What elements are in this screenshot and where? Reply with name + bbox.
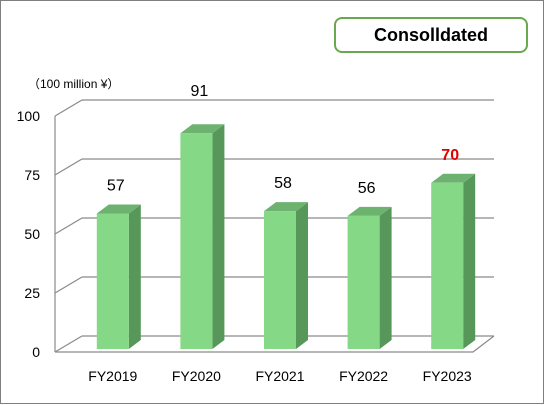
bar-top: [264, 202, 308, 212]
bar-side: [296, 202, 308, 349]
bar-side: [128, 204, 141, 349]
y-tick-label: 75: [24, 167, 40, 183]
y-tick-label: 100: [17, 108, 41, 124]
bar-side: [379, 206, 392, 349]
data-labels: 57 91 58 56 70: [107, 83, 459, 197]
bar-front: [96, 213, 129, 349]
unit-label: （100 million ¥）: [28, 77, 119, 91]
gridline-depth-50: [54, 217, 83, 235]
y-axis-ticks: 0 25 50 75 100: [17, 108, 41, 360]
gridline-depth-100: [54, 99, 83, 117]
data-label: 56: [358, 180, 376, 197]
floor-edge: [55, 335, 495, 353]
x-tick-label: FY2020: [172, 368, 221, 384]
y-tick-label: 0: [32, 344, 40, 360]
consolidated-badge: Consolldated: [334, 17, 528, 53]
data-label: 70: [441, 147, 459, 164]
bar-FY2023: [431, 173, 476, 349]
bar-top: [431, 173, 476, 183]
bar-front: [264, 211, 296, 349]
bar-front: [431, 182, 464, 349]
x-tick-label: FY2022: [339, 368, 388, 384]
gridline-depth-0: [54, 335, 83, 353]
y-tick-label: 25: [24, 285, 40, 301]
bar-FY2021: [264, 202, 308, 349]
bar-FY2019: [96, 204, 141, 349]
x-tick-label: FY2023: [423, 368, 472, 384]
bar-side: [212, 124, 225, 350]
bar-top: [96, 204, 141, 214]
bar-FY2020: [180, 124, 225, 350]
bar-front: [180, 133, 213, 349]
x-tick-label: FY2021: [255, 368, 304, 384]
bar-top: [180, 124, 225, 134]
x-tick-label: FY2019: [88, 368, 137, 384]
y-tick-label: 50: [24, 226, 40, 242]
gridline-depth-25: [54, 276, 83, 294]
x-axis-ticks: FY2019 FY2020 FY2021 FY2022 FY2023: [88, 368, 472, 384]
gridline-depth-75: [54, 158, 83, 176]
bar-front: [347, 215, 380, 349]
data-label: 91: [191, 83, 209, 100]
bar-side: [463, 173, 476, 349]
data-label: 58: [274, 175, 292, 192]
bar-FY2022: [347, 206, 392, 349]
bar-top: [347, 206, 392, 216]
data-label: 57: [107, 177, 125, 194]
bars: [96, 124, 476, 350]
